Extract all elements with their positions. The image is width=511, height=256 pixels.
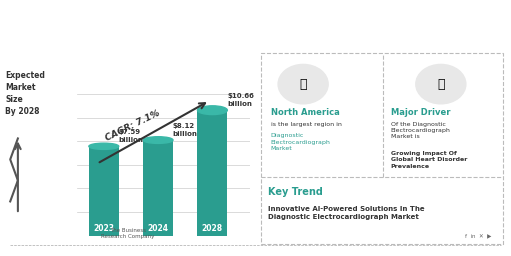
Text: $8.12
billion: $8.12 billion bbox=[173, 123, 198, 136]
Text: $7.59
billion: $7.59 billion bbox=[119, 129, 143, 143]
Text: Innovative AI-Powered Solutions In The
Diagnostic Electrocardiograph Market: Innovative AI-Powered Solutions In The D… bbox=[268, 206, 425, 220]
Circle shape bbox=[416, 65, 466, 104]
Text: Diagnostic
Electrocardiograph
Market: Diagnostic Electrocardiograph Market bbox=[271, 133, 331, 151]
Text: Expected
Market
Size
By 2028: Expected Market Size By 2028 bbox=[5, 71, 45, 116]
Text: North America: North America bbox=[271, 108, 339, 117]
Text: 2028: 2028 bbox=[202, 223, 223, 233]
Circle shape bbox=[278, 65, 328, 104]
Text: GLOBAL DIAGNOSTIC ELECTROCARDIOGRAPH MARKET: GLOBAL DIAGNOSTIC ELECTROCARDIOGRAPH MAR… bbox=[76, 17, 435, 29]
Ellipse shape bbox=[89, 143, 119, 150]
Text: The Business
Research Company: The Business Research Company bbox=[101, 228, 154, 239]
Text: 💰: 💰 bbox=[437, 78, 445, 91]
FancyBboxPatch shape bbox=[261, 52, 503, 244]
Text: CAGR: 7.1%: CAGR: 7.1% bbox=[104, 109, 161, 143]
Text: 2023: 2023 bbox=[94, 223, 114, 233]
Bar bbox=[89, 146, 119, 236]
Text: 🌎: 🌎 bbox=[299, 78, 307, 91]
Text: f  in  ✕  ▶: f in ✕ ▶ bbox=[465, 233, 492, 238]
Text: Growing Impact Of
Global Heart Disorder
Prevalence: Growing Impact Of Global Heart Disorder … bbox=[391, 151, 467, 168]
Text: Of the Diagnostic
Electrocardiograph
Market is: Of the Diagnostic Electrocardiograph Mar… bbox=[391, 122, 451, 139]
Text: Key Trend: Key Trend bbox=[268, 187, 323, 197]
Text: is the largest region in: is the largest region in bbox=[271, 122, 341, 126]
Text: 2024: 2024 bbox=[148, 223, 169, 233]
Text: $10.66
billion: $10.66 billion bbox=[227, 93, 254, 107]
Bar bbox=[197, 110, 227, 236]
Bar bbox=[143, 140, 173, 236]
Ellipse shape bbox=[197, 106, 227, 115]
Text: Major Driver: Major Driver bbox=[391, 108, 450, 117]
Ellipse shape bbox=[143, 137, 173, 143]
